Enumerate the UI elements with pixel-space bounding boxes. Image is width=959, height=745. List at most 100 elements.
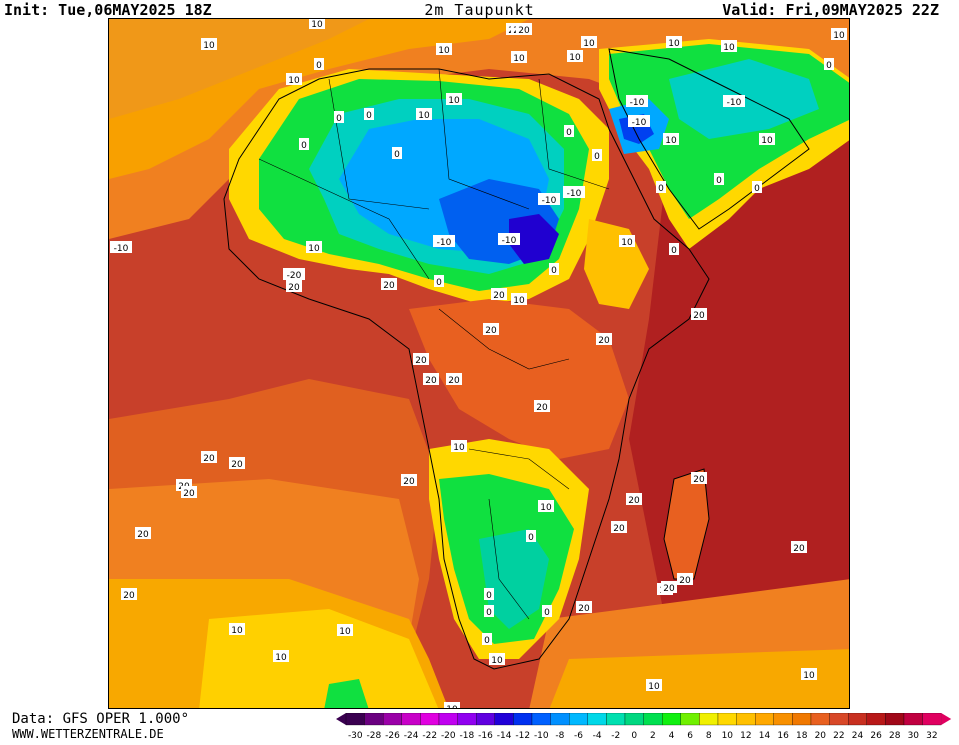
contour-label-bg — [581, 36, 597, 48]
contour-label-bg — [283, 268, 305, 280]
contour-label-bg — [121, 588, 137, 600]
contour-label: 0 — [301, 141, 307, 151]
contour-label: -10 — [114, 244, 129, 254]
contour-label: 10 — [569, 53, 581, 63]
contour-label-bg — [433, 235, 455, 247]
contour-label-bg — [489, 653, 505, 665]
contour-label: 20 — [383, 281, 395, 291]
contour-label-bg — [596, 333, 612, 345]
contour-label: 20 — [793, 544, 805, 554]
south-yellow-core — [199, 609, 439, 708]
contour-label: -10 — [727, 98, 742, 108]
contour-label: 10 — [513, 54, 525, 64]
contour-label-bg — [626, 493, 642, 505]
contour-label: 20 — [679, 576, 691, 586]
legend-tick: 28 — [889, 731, 901, 741]
contour-label: 10 — [583, 39, 595, 49]
contour-label: 10 — [491, 656, 503, 666]
contour-label: 10 — [648, 682, 660, 692]
contour-label: 20 — [123, 591, 135, 601]
legend-tick: 12 — [740, 731, 751, 741]
legend-swatch — [885, 712, 905, 726]
contour-label-bg — [669, 243, 679, 255]
contour-label: 0 — [826, 61, 832, 71]
legend-swatch — [829, 712, 849, 726]
contour-label-bg — [824, 58, 834, 70]
contour-label-bg — [628, 115, 650, 127]
contour-label-bg — [413, 353, 429, 365]
contour-label: 20 — [415, 356, 427, 366]
contour-label: 20 — [536, 403, 548, 413]
contour-label-bg — [314, 58, 324, 70]
contour-label-bg — [534, 400, 550, 412]
contour-label-bg — [491, 288, 507, 300]
legend-tick: -2 — [611, 731, 620, 741]
legend-swatch — [345, 712, 365, 726]
contour-label-bg — [110, 241, 132, 253]
contour-label-bg — [286, 73, 302, 85]
contour-label: -10 — [630, 98, 645, 108]
legend-swatch — [513, 712, 533, 726]
init-time: Init: Tue,06MAY2025 18Z — [4, 1, 212, 19]
contour-label: 0 — [486, 608, 492, 618]
legend-tick: 14 — [759, 731, 771, 741]
contour-label-bg — [646, 679, 662, 691]
legend-tick: 26 — [870, 731, 882, 741]
contour-label-bg — [135, 527, 151, 539]
contour-label-bg — [801, 668, 817, 680]
contour-label-bg — [511, 293, 527, 305]
legend-tick: -8 — [555, 731, 564, 741]
contour-label: 0 — [544, 608, 550, 618]
contour-label: 10 — [665, 136, 677, 146]
contour-label-bg — [511, 51, 527, 63]
color-legend: -30 -28 -26 -24 -22 -20 -18 -16 -14 -12 -10 -8 -6 -4-… — [336, 712, 956, 741]
legend-swatch — [662, 712, 681, 726]
contour-label: 10 — [203, 41, 215, 51]
map-title: 2m Taupunkt — [424, 1, 535, 19]
contour-label: 20 — [693, 311, 705, 321]
contour-label-bg — [444, 702, 460, 708]
southern-teal — [479, 529, 549, 629]
legend-swatch — [550, 712, 570, 726]
contour-label: 20 — [628, 496, 640, 506]
legend-swatch — [643, 712, 663, 726]
website: WWW.WETTERZENTRALE.DE — [12, 727, 164, 741]
contour-label: 10 — [761, 136, 773, 146]
legend-swatch — [922, 712, 942, 726]
contour-label: 20 — [137, 530, 149, 540]
africa-coastline — [223, 68, 710, 670]
contour-label: 20 — [203, 454, 215, 464]
data-source: Data: GFS OPER 1.000° — [12, 711, 190, 727]
legend-swatch — [866, 712, 886, 726]
legend-tick: 6 — [687, 731, 693, 741]
legend-tick: -6 — [574, 731, 583, 741]
legend-swatch — [606, 712, 626, 726]
legend-tick: -10 — [534, 731, 549, 741]
contour-label: 10 — [621, 238, 633, 248]
south-green-blob — [324, 679, 369, 708]
legend-swatch — [736, 712, 756, 726]
contour-label-bg — [691, 308, 707, 320]
contour-label-bg — [661, 581, 677, 593]
legend-swatch — [810, 712, 830, 726]
contour-label: 0 — [566, 128, 572, 138]
contour-label-bg — [498, 233, 520, 245]
contour-label: 20 — [693, 475, 705, 485]
sahara-deep-blue — [509, 214, 559, 264]
contour-label-bg — [542, 605, 552, 617]
contour-label-bg — [752, 181, 762, 193]
contour-label: 10 — [418, 111, 430, 121]
contour-label-bg — [484, 605, 494, 617]
contour-label: 10 — [339, 627, 351, 637]
contour-label-bg — [364, 108, 374, 120]
contour-label: 10 — [438, 46, 450, 56]
legend-tick: -4 — [593, 731, 602, 741]
contour-label-bg — [563, 186, 585, 198]
legend-swatch — [364, 712, 384, 726]
legend-swatch — [476, 712, 495, 726]
contour-label-bg — [201, 38, 217, 50]
contour-label: 20 — [403, 477, 415, 487]
contour-label-bg — [181, 486, 197, 498]
legend-swatch — [494, 712, 514, 726]
